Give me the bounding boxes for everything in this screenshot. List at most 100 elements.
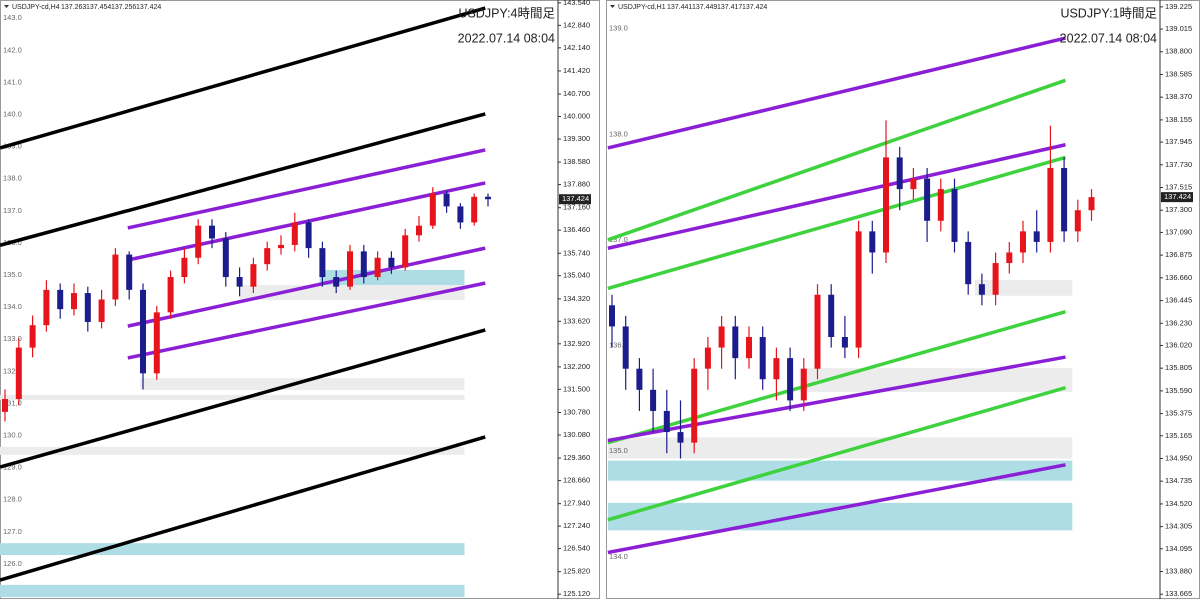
candle-body [443,193,450,207]
y-tick-label: 135.165 [1165,431,1192,440]
candle-body [869,231,876,253]
level-label: 128.0 [3,495,22,504]
candle-body [181,257,188,278]
candle-body [319,248,326,278]
trend-line [607,143,1066,250]
candle-body [1074,210,1081,232]
candle-body [15,347,22,400]
y-tick-label: 138.580 [563,157,590,166]
candle-body [677,432,684,443]
chart-title: USDJPY:4時間足 [458,6,555,20]
candle-body [374,257,381,278]
y-tick-label: 137.730 [1165,160,1192,169]
candle-body [457,206,464,223]
y-tick-label: 135.805 [1165,363,1192,372]
y-tick-label: 125.120 [563,589,590,598]
chart-title: USDJPY:1時間足 [1060,6,1157,20]
candle-body [841,337,848,348]
level-label: 138.0 [609,129,628,138]
candle-body [663,410,670,433]
candle-body [691,368,698,443]
candle-body [650,389,657,411]
candle-body [1061,167,1068,232]
chart-subtitle: 2022.07.14 08:04 [458,31,555,45]
candle-body [429,193,436,226]
ohlc-value: 137.417 [717,4,742,11]
y-tick-label: 133.880 [1165,567,1192,576]
y-tick-label: 138.585 [1165,69,1192,78]
candle-body [195,225,202,258]
candle-body [222,238,229,278]
candle-body [264,248,271,265]
y-tick-label: 134.320 [563,294,590,303]
y-tick-label: 140.700 [563,89,590,98]
y-tick-label: 138.155 [1165,115,1192,124]
y-tick-label: 127.240 [563,521,590,530]
y-tick-label: 135.590 [1165,386,1192,395]
y-tick-label: 128.660 [563,476,590,485]
y-tick-label: 138.370 [1165,92,1192,101]
candle-body [250,264,257,287]
y-tick-label: 137.300 [1165,205,1192,214]
y-tick-label: 135.375 [1165,409,1192,418]
level-label: 135.0 [3,270,22,279]
zone [607,437,1073,459]
candle-body [992,263,999,295]
trend-line [607,309,1066,445]
candle-body [43,289,50,326]
candle-body [57,289,64,310]
candle-body [416,225,422,236]
level-label: 138.0 [3,174,22,183]
y-tick-label: 129.360 [563,453,590,462]
candle-body [2,399,8,412]
candle-body [126,254,133,290]
y-tick-label: 134.520 [1165,499,1192,508]
y-tick-label: 136.445 [1165,296,1192,305]
candle-body [84,293,91,322]
dropdown-icon [610,5,615,8]
y-tick-label: 125.820 [563,567,590,576]
candle-body [112,254,119,300]
candle-body [773,358,780,380]
y-tick-label: 130.080 [563,430,590,439]
candle-body [71,293,77,310]
y-tick-label: 134.950 [1165,453,1192,462]
level-label: 139.0 [609,24,628,33]
y-tick-label: 141.420 [563,66,590,75]
y-tick-label: 126.540 [563,544,590,553]
level-label: 143.0 [3,13,22,22]
candle-body [814,294,821,369]
candle-body [704,347,711,369]
y-tick-label: 140.000 [563,112,590,121]
y-tick-label: 142.140 [563,43,590,52]
y-tick-label: 137.515 [1165,183,1192,192]
ohlc-value: 137.256 [111,4,136,11]
candle-body [209,225,215,239]
level-label: 132.0 [3,366,22,375]
trend-line [127,246,486,328]
y-tick-label: 133.665 [1165,589,1192,598]
trend-line [607,78,1067,242]
zone [0,394,465,400]
level-label: 140.0 [3,110,22,119]
y-tick-label: 131.500 [563,384,590,393]
candle-body [622,326,629,369]
candle-body [360,251,367,278]
trend-line [607,386,1066,522]
candle-body [153,312,160,374]
ohlc-value: 137.424 [742,4,767,11]
ohlc-value: 137.424 [136,4,161,11]
y-tick-label: 134.305 [1165,522,1192,531]
candle-body [347,251,353,287]
level-label: 141.0 [3,77,22,86]
last-price-box [559,194,591,205]
level-label: 142.0 [3,45,22,54]
candle-body [800,368,807,401]
zone [0,543,465,556]
candle-body [1020,231,1026,253]
ohlc-value: 137.441 [667,4,692,11]
y-tick-label: 127.940 [563,499,590,508]
y-tick-label: 136.875 [1165,250,1192,259]
y-tick-label: 134.735 [1165,476,1192,485]
candle-body [965,241,972,285]
